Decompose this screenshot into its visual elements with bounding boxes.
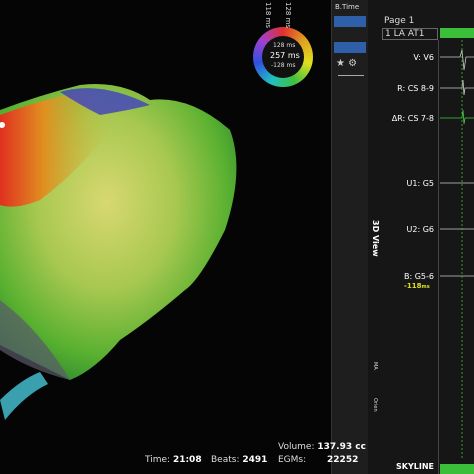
status-item: Volume: 137.93 cc bbox=[278, 442, 366, 452]
signal-panel: Page 1 1 LA AT1 V: V6 R: CS 8-9 ΔR: CS 7… bbox=[380, 0, 474, 474]
map-select[interactable]: 1 LA AT1 bbox=[382, 28, 438, 40]
toolbar: B.Time ★ ⚙ bbox=[331, 0, 369, 474]
icon[interactable]: ★ ⚙ bbox=[336, 58, 358, 69]
wheel-lower: -128 ms bbox=[271, 62, 296, 69]
channel-label: V: V6 bbox=[413, 53, 434, 62]
map-view bbox=[0, 84, 237, 420]
page-select[interactable]: Page 1 bbox=[384, 16, 415, 26]
status-value: 137.93 cc bbox=[317, 442, 366, 452]
annotation-value: -118 bbox=[404, 282, 422, 290]
status-value: 2491 bbox=[242, 455, 268, 465]
button[interactable] bbox=[334, 42, 366, 53]
channel-label: U2: G6 bbox=[406, 225, 434, 234]
status-label: EGMs: bbox=[278, 455, 307, 465]
wheel-center: 257 ms bbox=[270, 51, 300, 60]
channel-label: R: CS 8-9 bbox=[397, 84, 434, 93]
side-tab[interactable]: 3D View MA Orien bbox=[368, 0, 380, 474]
marker bbox=[0, 122, 5, 128]
late-region bbox=[60, 88, 150, 115]
status-label: Volume: bbox=[278, 442, 315, 452]
toolbar-title: B.Time bbox=[335, 3, 360, 11]
annotation-unit: ms bbox=[421, 284, 430, 290]
channel-label: ΔR: CS 7-8 bbox=[391, 114, 434, 123]
status-label: Beats: bbox=[211, 455, 240, 465]
icon[interactable] bbox=[338, 75, 364, 84]
shadow bbox=[0, 300, 70, 380]
wheel-label: 118 ms bbox=[264, 2, 272, 29]
channel-label: U1: G5 bbox=[406, 179, 434, 188]
footer[interactable]: SKYLINE bbox=[396, 462, 434, 471]
color-wheel bbox=[253, 27, 313, 87]
wheel-label: 128 ms bbox=[284, 2, 292, 29]
annotation: -118ms bbox=[404, 282, 430, 290]
button[interactable] bbox=[334, 16, 366, 27]
status-item: EGMs: 22252 bbox=[278, 455, 358, 465]
time-bar bbox=[440, 28, 474, 38]
early-region bbox=[0, 92, 110, 207]
status-value: 22252 bbox=[327, 455, 359, 465]
status-item: Beats: 2491 bbox=[211, 455, 267, 465]
side-small: MA bbox=[372, 362, 378, 370]
side-small: Orien bbox=[372, 398, 378, 412]
status-value: 21:08 bbox=[172, 455, 202, 465]
side-tab-label: 3D View bbox=[371, 220, 380, 257]
catheter bbox=[0, 372, 48, 420]
wheel-upper: 128 ms bbox=[273, 42, 296, 49]
status-item: Time: 21:08 bbox=[145, 455, 202, 465]
traces bbox=[440, 40, 474, 460]
channel-label: B: G5-6 bbox=[404, 272, 434, 281]
status-label: Time: bbox=[145, 455, 171, 465]
